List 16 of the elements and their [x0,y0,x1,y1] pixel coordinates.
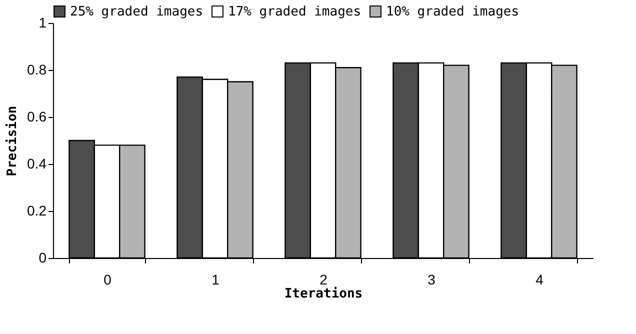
y-axis-title: Precision [5,106,20,176]
x-axis-title: Iterations [284,286,363,302]
legend-label: 10% graded images [386,4,520,20]
legend-label: 25% graded images [70,4,204,20]
x-tick-label: 4 [536,272,544,288]
x-tick-label: 1 [212,272,220,288]
y-tick-label: 0.4 [27,156,47,172]
y-tick-label: 1 [38,14,47,30]
y-tick-label: 0 [38,250,47,266]
x-tick-label: 2 [320,272,328,288]
x-tick-label: 0 [104,272,112,288]
y-tick-label: 0.2 [27,202,47,218]
legend-label: 17% graded images [228,4,362,20]
y-tick-label: 0.6 [27,108,47,124]
y-tick-label: 0.8 [27,62,47,78]
x-tick-label: 3 [428,272,436,288]
